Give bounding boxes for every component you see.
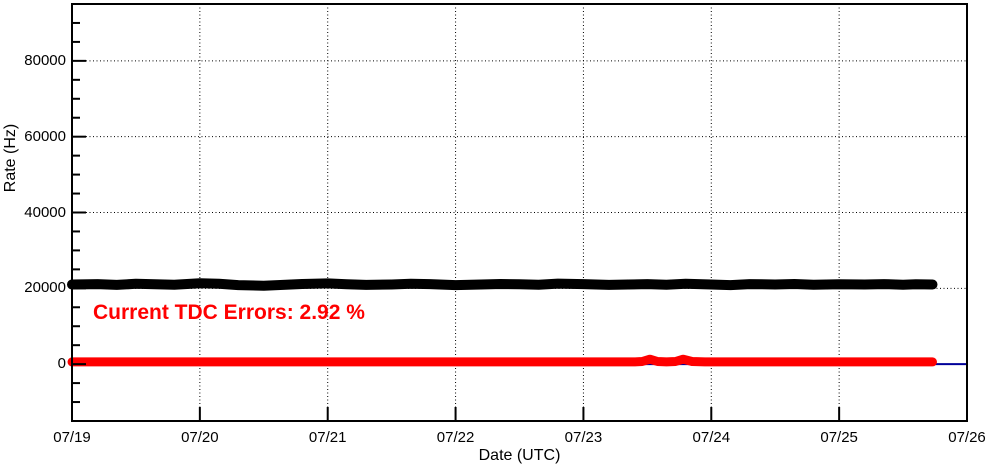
x-tick-label: 07/21 [308,429,347,446]
y-axis-title: Rate (Hz) [2,123,19,192]
series-tdc-error-rate [67,354,937,367]
series-total-rate [67,278,938,291]
x-tick-label: 07/26 [948,429,986,446]
y-tick-label: 20000 [24,279,66,297]
x-tick-label: 07/23 [564,429,603,446]
x-tick-label: 07/19 [53,429,91,446]
y-tick-label: 60000 [24,127,66,145]
y-tick-label: 0 [57,355,66,373]
x-tick-label: 07/22 [436,429,475,446]
annotation-tdc-errors: Current TDC Errors: 2.92 % [93,301,365,324]
y-tick-label: 80000 [24,51,66,69]
tick-layer [71,21,968,421]
x-tick-label: 07/20 [181,429,219,446]
series-layer [67,278,968,367]
y-tick-label: 40000 [24,203,66,221]
x-tick-label: 07/24 [692,429,731,446]
x-axis-title: Date (UTC) [478,447,561,464]
x-tick-label: 07/25 [820,429,858,446]
